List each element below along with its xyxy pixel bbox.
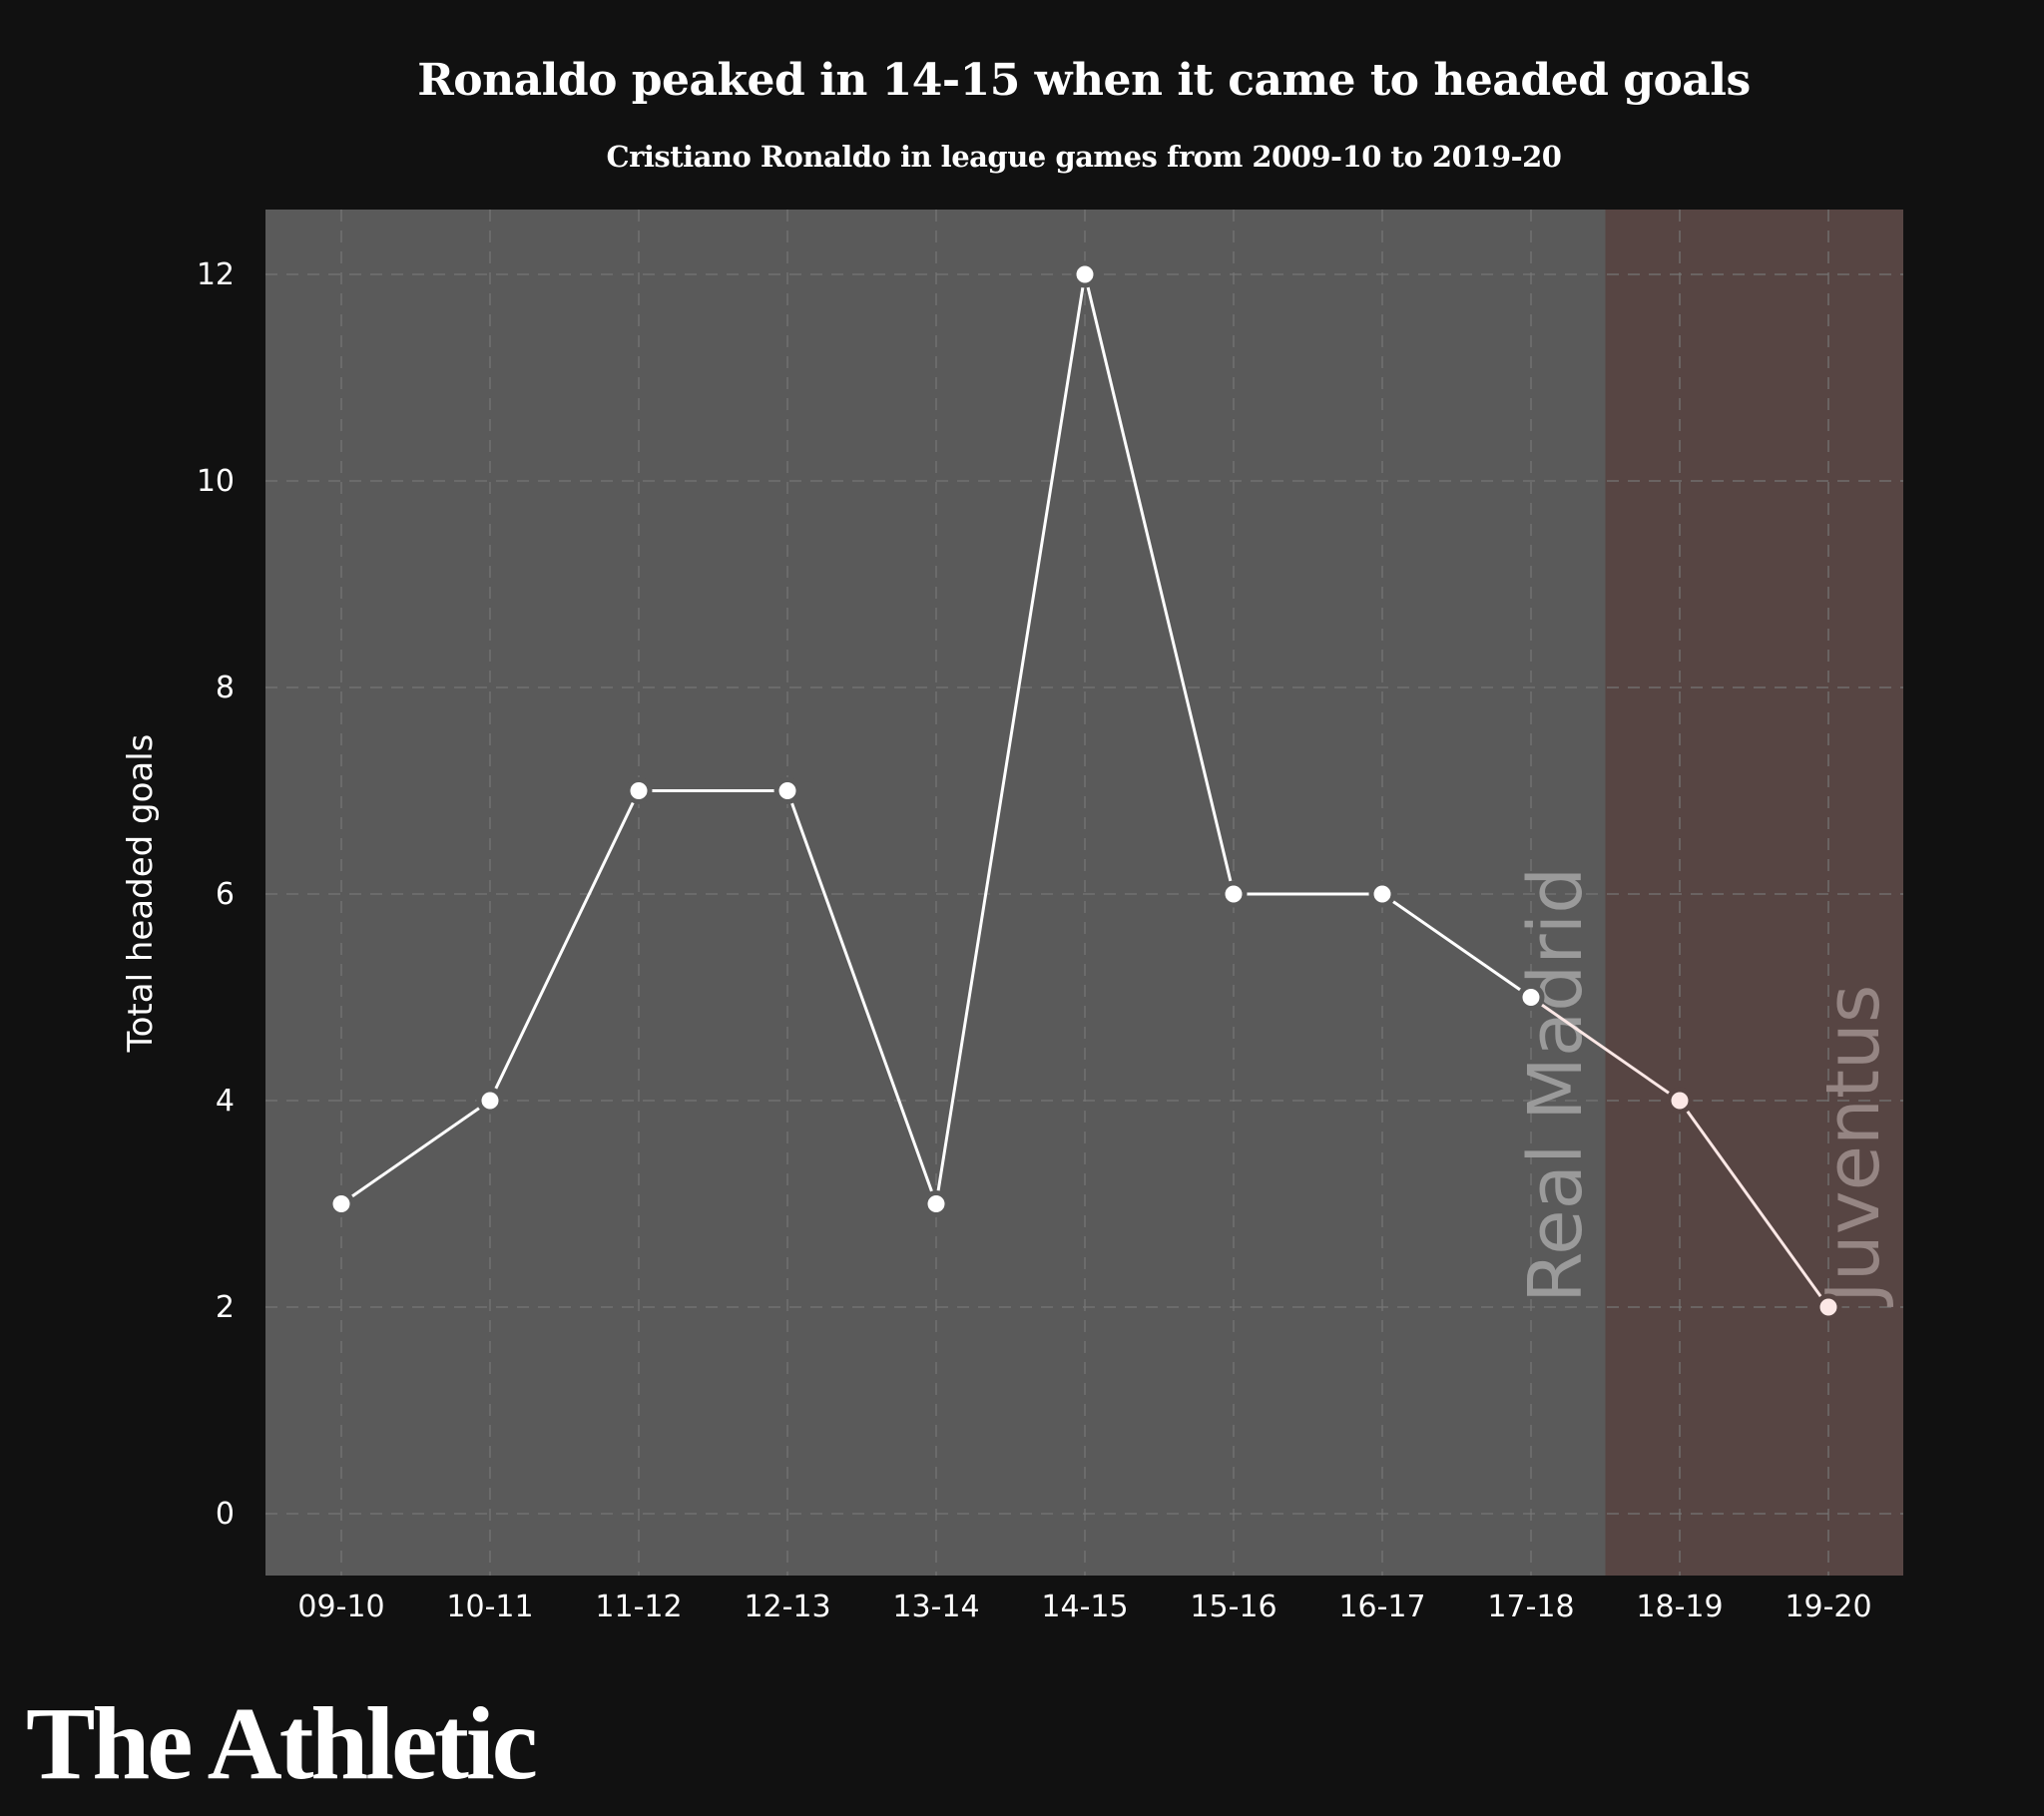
x-tick-label: 13-14 bbox=[892, 1589, 979, 1624]
x-tick-label: 19-20 bbox=[1785, 1589, 1871, 1624]
data-point bbox=[1814, 1293, 1842, 1321]
x-tick-label: 14-15 bbox=[1041, 1589, 1128, 1624]
data-point bbox=[327, 1190, 355, 1217]
x-tick-label: 18-19 bbox=[1636, 1589, 1723, 1624]
x-tick-label: 10-11 bbox=[446, 1589, 533, 1624]
region-label: Real Madrid bbox=[1513, 867, 1599, 1303]
series-line-segment bbox=[785, 789, 938, 1205]
data-point bbox=[1517, 984, 1545, 1011]
y-tick-label: 8 bbox=[216, 671, 235, 705]
x-tick-label: 17-18 bbox=[1487, 1589, 1574, 1624]
series-line-segment bbox=[340, 1099, 491, 1205]
y-tick-label: 10 bbox=[197, 464, 235, 499]
series-line-segment bbox=[934, 273, 1087, 1204]
x-tick-label: 12-13 bbox=[744, 1589, 830, 1624]
data-point bbox=[1220, 880, 1248, 908]
data-point bbox=[1071, 260, 1099, 288]
data-point bbox=[625, 777, 653, 804]
y-tick-label: 12 bbox=[197, 257, 235, 292]
y-tick-label: 2 bbox=[216, 1290, 235, 1325]
region-label: Juventus bbox=[1810, 985, 1896, 1307]
series-line-segment bbox=[1678, 1100, 1830, 1308]
chart-title: Ronaldo peaked in 14-15 when it came to … bbox=[417, 55, 1751, 106]
y-tick-label: 0 bbox=[216, 1497, 235, 1532]
data-point bbox=[773, 777, 801, 804]
data-point bbox=[1368, 880, 1396, 908]
data-point bbox=[1666, 1087, 1694, 1115]
series-line-segment bbox=[488, 789, 641, 1102]
x-tick-label: 16-17 bbox=[1338, 1589, 1425, 1624]
y-axis-label: Total headed goals bbox=[121, 734, 161, 1054]
series-line-segment bbox=[1381, 892, 1532, 999]
y-tick-label: 6 bbox=[216, 877, 235, 912]
x-tick-label: 09-10 bbox=[297, 1589, 384, 1624]
data-point bbox=[476, 1087, 504, 1115]
y-tick-label: 4 bbox=[216, 1084, 235, 1119]
series-line-segment bbox=[1530, 996, 1681, 1103]
series-line-segment bbox=[1083, 273, 1236, 895]
x-tick-label: 11-12 bbox=[595, 1589, 682, 1624]
x-tick-label: 15-16 bbox=[1190, 1589, 1277, 1624]
region-1 bbox=[1605, 210, 1903, 1576]
chart-subtitle: Cristiano Ronaldo in league games from 2… bbox=[606, 140, 1563, 174]
the-athletic-logo: The Athletic bbox=[26, 1686, 538, 1801]
data-point bbox=[922, 1190, 950, 1217]
